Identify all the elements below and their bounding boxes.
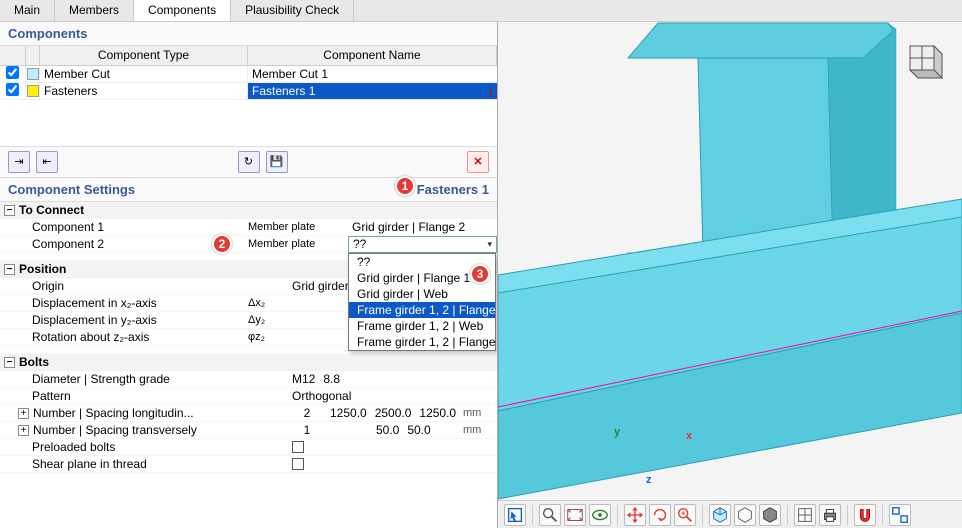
axis-z-label: z (646, 474, 652, 486)
property-tree[interactable]: −To Connect Component 1 Member plate Gri… (0, 202, 497, 528)
delete-button[interactable]: ✕ (467, 151, 489, 173)
shearplane-checkbox[interactable] (292, 458, 304, 470)
components-grid[interactable]: Member Cut Member Cut 1 Fasteners Fasten… (0, 66, 497, 146)
group-bolts[interactable]: −Bolts (0, 354, 497, 371)
callout-2: 2 (212, 234, 232, 254)
view-cube[interactable] (898, 38, 946, 86)
dropdown-option[interactable]: Grid girder | Web (349, 286, 495, 302)
tb-btn-select[interactable] (504, 504, 526, 526)
tab-members[interactable]: Members (55, 0, 134, 21)
components-title: Components (0, 22, 497, 46)
component2-dropdown[interactable]: ?? ▾ (348, 236, 497, 253)
col-name-header: Component Name (248, 46, 497, 65)
warning-icon: ! (489, 85, 493, 102)
viewport-3d[interactable]: x y z (498, 22, 962, 500)
preloaded-checkbox[interactable] (292, 441, 304, 453)
tab-components[interactable]: Components (134, 0, 231, 21)
components-grid-header: Component Type Component Name (0, 46, 497, 66)
tb-btn-zoom-fit[interactable] (564, 504, 586, 526)
axis-x-label: x (686, 430, 692, 442)
group-to-connect[interactable]: −To Connect (0, 202, 497, 219)
settings-subtitle: Fasteners 1 (417, 182, 489, 197)
dropdown-option[interactable]: Frame girder 1, 2 | Web (349, 318, 495, 334)
tree-toggle[interactable]: − (4, 205, 15, 216)
prop-row[interactable]: +Number | Spacing transversely 1 50.0 50… (0, 422, 497, 439)
right-panel: x y z (498, 22, 962, 528)
tree-toggle[interactable]: + (18, 408, 29, 419)
row-name: Member Cut 1 (248, 66, 497, 82)
tb-btn-view[interactable] (589, 504, 611, 526)
tab-main[interactable]: Main (0, 0, 55, 21)
prop-row[interactable]: Shear plane in thread (0, 456, 497, 473)
expand-button[interactable]: ⇥ (8, 151, 30, 173)
tb-btn-zoom[interactable] (674, 504, 696, 526)
tb-btn-zoom-window[interactable] (539, 504, 561, 526)
chevron-down-icon: ▾ (487, 239, 492, 250)
save-button[interactable]: 💾 (266, 151, 288, 173)
tree-toggle[interactable]: − (4, 357, 15, 368)
tb-btn-rotate[interactable] (649, 504, 671, 526)
tree-toggle[interactable]: − (4, 264, 15, 275)
tab-plausibility[interactable]: Plausibility Check (231, 0, 354, 21)
prop-row[interactable]: Component 2 Member plate 2 ?? ▾ (0, 236, 497, 253)
viewport-toolbar (498, 500, 962, 528)
dropdown-option[interactable]: Frame girder 1, 2 | Flange 1 (349, 302, 495, 318)
tb-btn-grid[interactable] (794, 504, 816, 526)
dropdown-option[interactable]: Frame girder 1, 2 | Flange 2 (349, 334, 495, 350)
callout-3: 3 (470, 264, 490, 284)
row-type: Fasteners (40, 83, 248, 99)
row-color-swatch (27, 85, 39, 97)
beam-render (498, 22, 962, 500)
tree-toggle[interactable]: + (18, 425, 29, 436)
prop-row[interactable]: Component 1 Member plate Grid girder | F… (0, 219, 497, 236)
tb-btn-move[interactable] (624, 504, 646, 526)
row-checkbox[interactable] (6, 66, 19, 79)
components-toolbar: ⇥ ⇤ ↻ 💾 ✕ (0, 146, 497, 178)
prop-row[interactable]: +Number | Spacing longitudin... 2 1250.0… (0, 405, 497, 422)
tab-bar: Main Members Components Plausibility Che… (0, 0, 962, 22)
tb-btn-magnet[interactable] (854, 504, 876, 526)
tb-btn-shade[interactable] (759, 504, 781, 526)
prop-row[interactable]: Pattern Orthogonal (0, 388, 497, 405)
tb-btn-iso[interactable] (709, 504, 731, 526)
axis-y-label: y (614, 426, 620, 438)
table-row[interactable]: Member Cut Member Cut 1 (0, 66, 497, 83)
tb-btn-wire[interactable] (734, 504, 756, 526)
prop-row[interactable]: Preloaded bolts (0, 439, 497, 456)
row-type: Member Cut (40, 66, 248, 82)
tb-btn-print[interactable] (819, 504, 841, 526)
collapse-button[interactable]: ⇤ (36, 151, 58, 173)
prop-row[interactable]: Diameter | Strength grade M128.8 (0, 371, 497, 388)
refresh-button[interactable]: ↻ (238, 151, 260, 173)
tb-btn-fullscreen[interactable] (889, 504, 911, 526)
row-color-swatch (27, 68, 39, 80)
row-name: Fasteners 1! (248, 83, 497, 99)
table-row[interactable]: Fasteners Fasteners 1! (0, 83, 497, 100)
left-panel: Components Component Type Component Name… (0, 22, 498, 528)
settings-label: Component Settings (8, 182, 135, 197)
row-checkbox[interactable] (6, 83, 19, 96)
callout-1: 1 (395, 176, 415, 196)
settings-title-bar: Component Settings Fasteners 1 1 (0, 178, 497, 202)
col-type-header: Component Type (40, 46, 248, 65)
